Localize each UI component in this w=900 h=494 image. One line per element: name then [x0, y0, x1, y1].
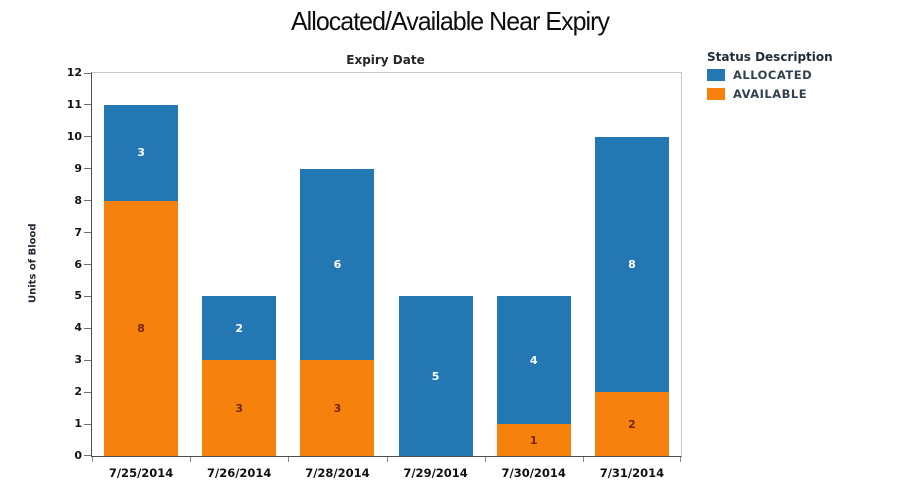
- y-axis-tick-label: 0: [74, 449, 82, 462]
- y-axis-tick: [84, 455, 91, 456]
- y-axis-tick: [84, 264, 91, 265]
- legend-item-allocated[interactable]: ALLOCATED: [707, 68, 833, 82]
- y-axis-tick: [84, 423, 91, 425]
- legend-item-label: AVAILABLE: [733, 87, 808, 101]
- legend: Status Description ALLOCATED AVAILABLE: [707, 50, 833, 106]
- x-axis-tick: [190, 457, 192, 462]
- legend-title: Status Description: [707, 50, 833, 64]
- bar-segment-available[interactable]: 3: [300, 360, 375, 456]
- x-axis-tick: [288, 457, 290, 462]
- bar-segment-allocated[interactable]: 2: [202, 296, 277, 361]
- y-axis-tick-label: 11: [66, 97, 82, 111]
- y-axis-tick: [84, 136, 91, 138]
- x-axis-tick-label: 7/26/2014: [207, 466, 272, 480]
- y-axis-tick-label: 4: [74, 321, 82, 335]
- bar-segment-value: 1: [529, 433, 538, 447]
- bar-segment-value: 6: [333, 258, 342, 271]
- bar-segment-value: 2: [628, 417, 636, 431]
- bar-segment-allocated[interactable]: 6: [300, 168, 375, 361]
- bar-segment-allocated[interactable]: 4: [496, 296, 571, 425]
- bar-segment-value: 5: [431, 369, 440, 383]
- y-axis-tick: [84, 391, 91, 393]
- bar-segment-available[interactable]: 8: [104, 200, 179, 456]
- bar-segment-value: 2: [235, 321, 244, 335]
- y-axis-tick-label: 10: [66, 129, 82, 143]
- bar-segment-value: 8: [137, 321, 145, 335]
- x-axis-tick-label: 7/30/2014: [501, 466, 566, 480]
- legend-item-available[interactable]: AVAILABLE: [707, 87, 833, 101]
- y-axis-tick: [84, 327, 91, 329]
- x-axis-tick: [386, 457, 388, 462]
- bar-segment-allocated[interactable]: 8: [594, 136, 669, 393]
- y-axis-tick-label: 8: [74, 193, 82, 207]
- page-title: Allocated/Available Near Expiry: [290, 6, 610, 36]
- y-axis-tick: [84, 168, 91, 170]
- y-axis-tick: [84, 104, 91, 106]
- x-axis-tick: [92, 457, 93, 462]
- x-axis-tick-label: 7/25/2014: [108, 466, 174, 480]
- x-axis-tick: [582, 457, 584, 462]
- y-axis-tick-label: 12: [66, 66, 82, 79]
- y-axis-tick-label: 3: [74, 353, 82, 367]
- bar-segment-available[interactable]: 2: [594, 392, 669, 456]
- bar-segment-available[interactable]: 1: [496, 424, 571, 456]
- legend-item-label: ALLOCATED: [733, 68, 813, 82]
- legend-swatch: [707, 88, 725, 100]
- x-axis-tick: [484, 457, 486, 462]
- plot-area: 0 1 2 3 4 5 6 7 8 9 10 11 12 8 3 7/25/2014 3 2 7/26/2014 3 6…: [67, 66, 682, 480]
- y-axis-tick-label: 2: [74, 385, 82, 399]
- legend-swatch: [707, 69, 725, 81]
- y-axis-tick: [84, 295, 91, 297]
- chart-title: Expiry Date: [346, 53, 425, 67]
- y-axis-tick-label: 9: [74, 161, 82, 175]
- y-axis-tick-label: 7: [74, 225, 82, 239]
- y-axis-tick: [84, 359, 91, 361]
- y-axis-tick-label: 5: [74, 289, 82, 303]
- bar-segment-allocated[interactable]: 3: [104, 104, 179, 201]
- y-axis-tick: [84, 200, 91, 202]
- y-axis-tick: [84, 72, 91, 74]
- bar-segment-allocated[interactable]: 5: [398, 296, 473, 456]
- y-axis-tick-label: 6: [74, 257, 82, 271]
- y-axis-tick: [84, 232, 91, 234]
- x-axis-tick-label: 7/31/2014: [599, 466, 665, 480]
- bar-segment-value: 3: [333, 401, 342, 415]
- bar-segment-value: 3: [235, 401, 244, 415]
- legend-items: ALLOCATED AVAILABLE: [707, 68, 833, 101]
- y-axis-tick-label: 1: [74, 417, 82, 431]
- y-axis-label: Units of Blood: [27, 223, 39, 304]
- bar-segment-value: 8: [628, 258, 636, 271]
- x-axis-tick: [680, 457, 681, 462]
- bar-segment-available[interactable]: 3: [202, 360, 277, 456]
- bar-segment-value: 4: [529, 353, 538, 367]
- x-axis-tick-label: 7/28/2014: [305, 466, 370, 480]
- x-axis-tick-label: 7/29/2014: [403, 466, 468, 480]
- bar-segment-value: 3: [137, 146, 145, 160]
